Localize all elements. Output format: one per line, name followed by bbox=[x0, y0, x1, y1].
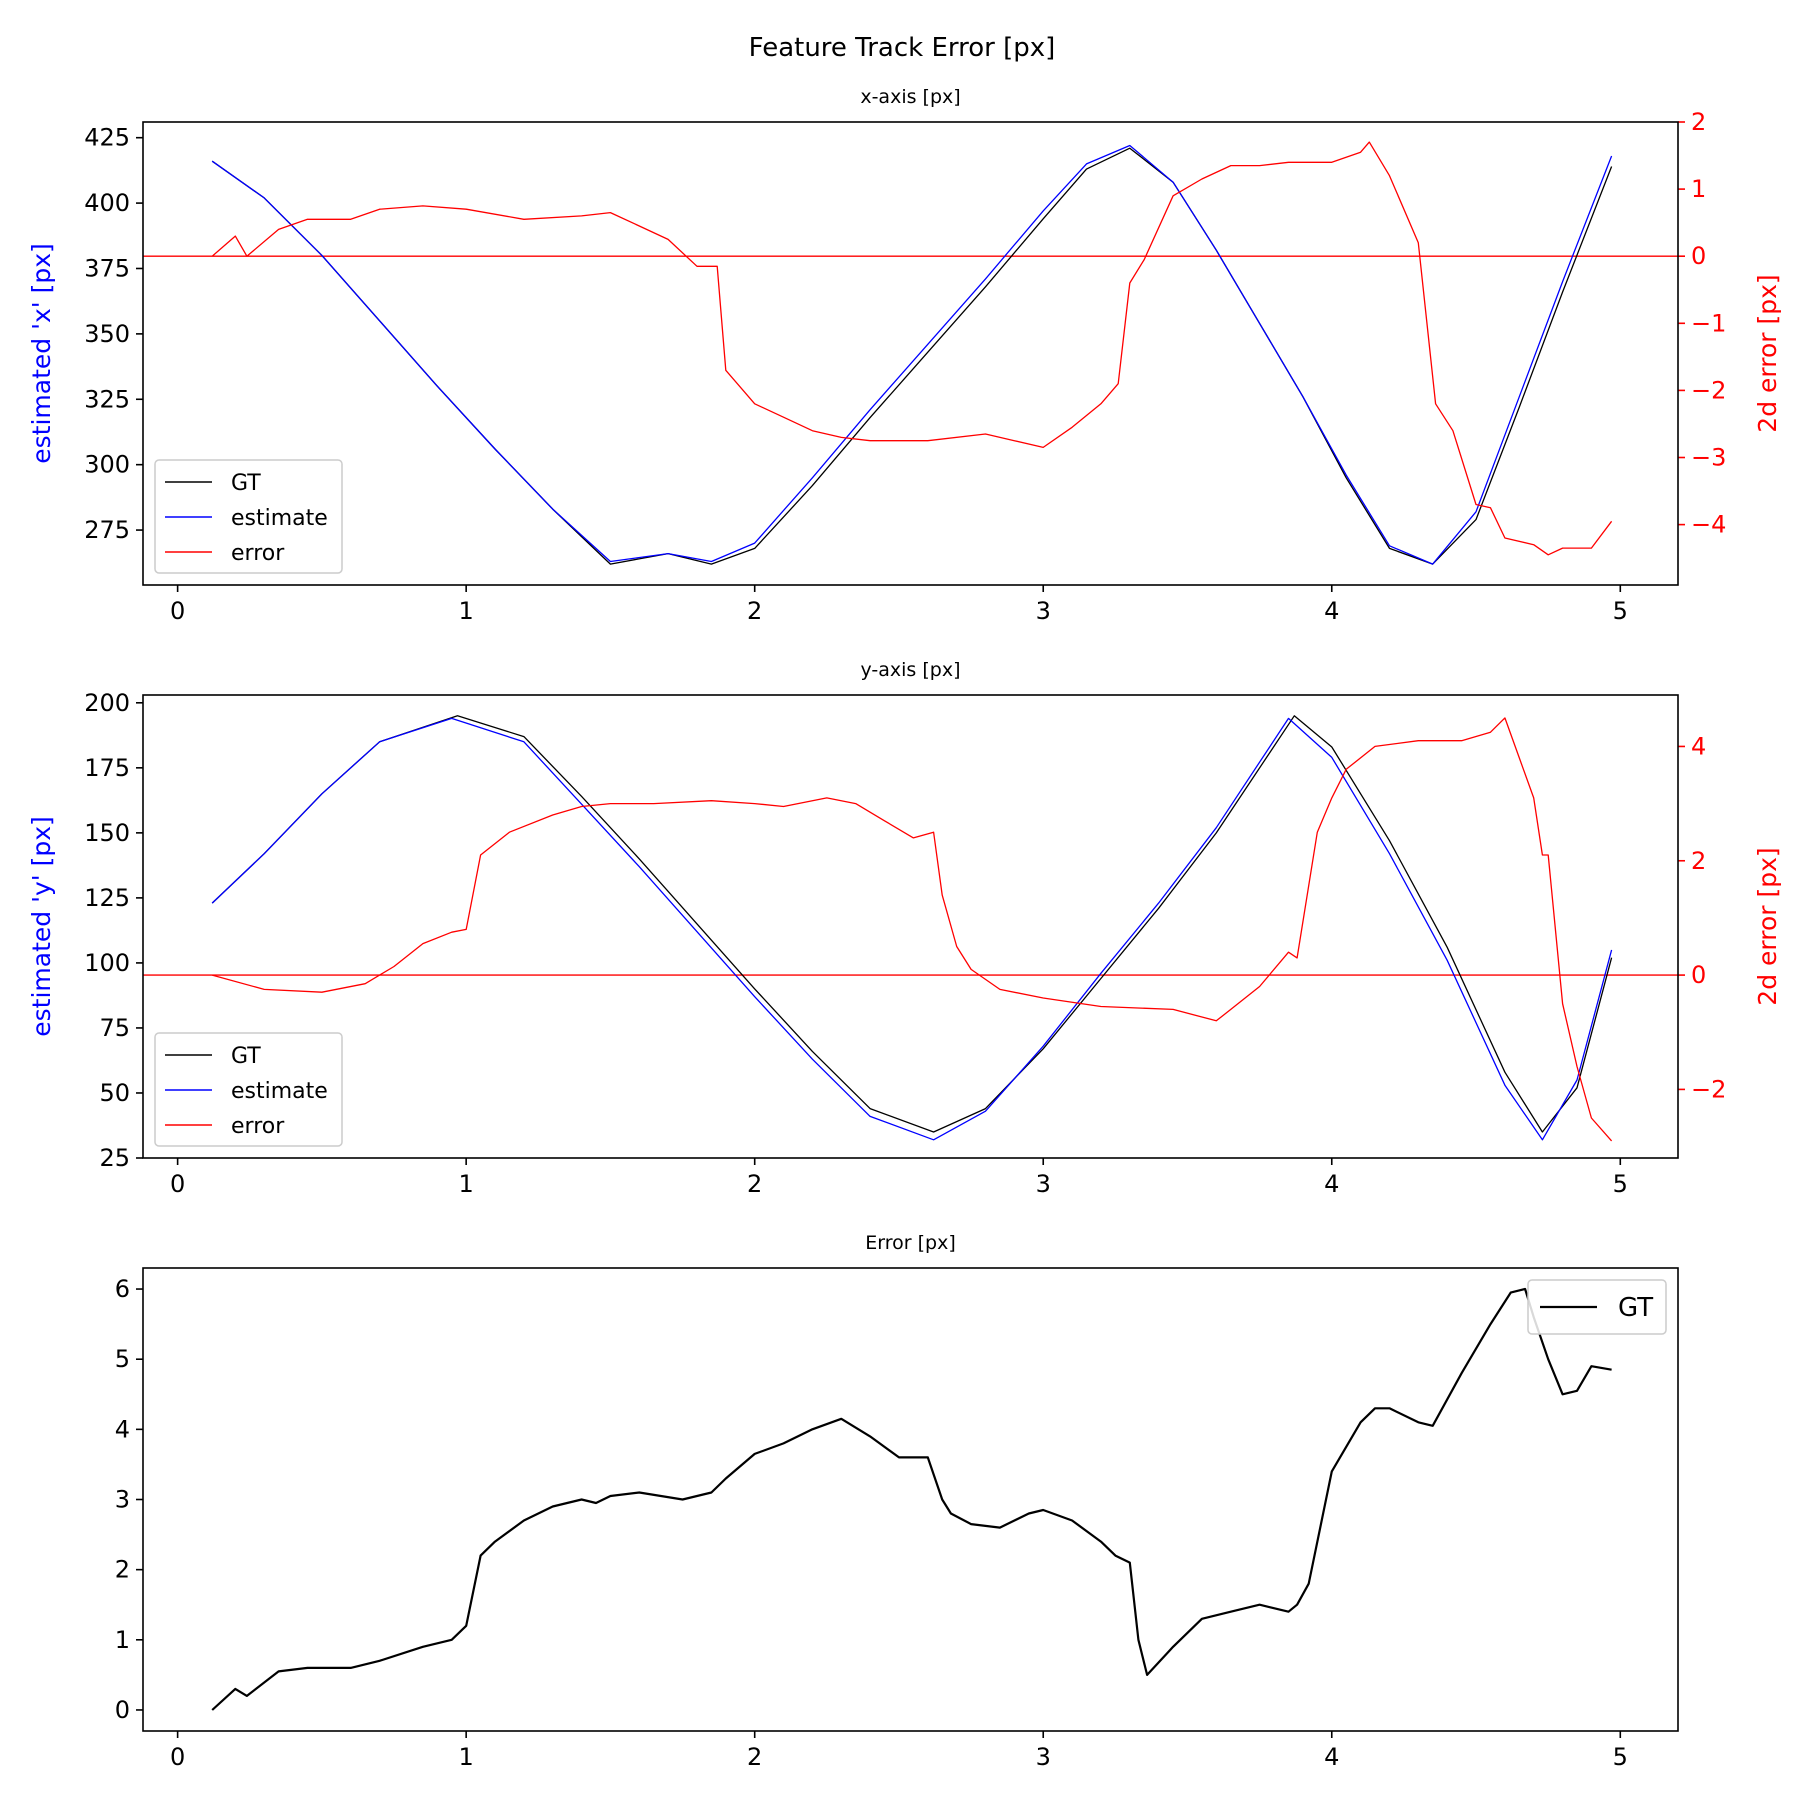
legend-label: error bbox=[231, 1114, 285, 1139]
plot-frame bbox=[142, 121, 1679, 586]
y-tick-label: 175 bbox=[84, 754, 130, 782]
y-tick-label: 25 bbox=[99, 1144, 130, 1172]
y2-axis-label: 2d error [px] bbox=[1753, 847, 1782, 1005]
y-tick-label: 3 bbox=[115, 1486, 130, 1514]
y-tick-label: 4 bbox=[115, 1415, 130, 1443]
x-tick-label: 3 bbox=[1036, 597, 1051, 625]
x-tick-label: 4 bbox=[1324, 597, 1339, 625]
x-tick-label: 0 bbox=[170, 1743, 185, 1771]
plot-frame bbox=[142, 694, 1679, 1159]
plot-frame bbox=[142, 1267, 1679, 1732]
y2-tick-label: 0 bbox=[1691, 961, 1706, 989]
x-tick-label: 5 bbox=[1613, 1743, 1628, 1771]
y2-tick-label: 4 bbox=[1691, 732, 1706, 760]
y-tick-label: 50 bbox=[99, 1079, 130, 1107]
y-tick-label: 375 bbox=[84, 254, 130, 282]
legend: GT estimate error bbox=[154, 1032, 343, 1147]
x-tick-label: 4 bbox=[1324, 1170, 1339, 1198]
subplot-title: Error [px] bbox=[865, 1232, 955, 1254]
y-tick-label: 5 bbox=[115, 1345, 130, 1373]
y-tick-label: 275 bbox=[84, 516, 130, 544]
y-tick-label: 100 bbox=[84, 949, 130, 977]
x-tick-label: 3 bbox=[1036, 1170, 1051, 1198]
y2-tick-label: −4 bbox=[1691, 511, 1726, 539]
y-tick-label: 125 bbox=[84, 884, 130, 912]
legend-box bbox=[154, 459, 343, 574]
y-tick-label: 1 bbox=[115, 1626, 130, 1654]
series-line-error bbox=[211, 141, 1613, 556]
legend-label: estimate bbox=[231, 506, 328, 531]
y2-tick-label: 0 bbox=[1691, 242, 1706, 270]
x-tick-label: 2 bbox=[747, 597, 762, 625]
y2-tick-label: −2 bbox=[1691, 376, 1726, 404]
subplot-title: x-axis [px] bbox=[860, 86, 960, 108]
x-tick-label: 4 bbox=[1324, 1743, 1339, 1771]
series-line-gt bbox=[211, 1287, 1612, 1711]
x-tick-label: 0 bbox=[170, 1170, 185, 1198]
subplot-1: x-axis [px] 0 1 2 3 4 5 275 300 325 350 375 400 425 −4… bbox=[27, 86, 1782, 625]
x-tick-label: 0 bbox=[170, 597, 185, 625]
y-tick-label: 425 bbox=[84, 124, 130, 152]
y2-tick-label: 2 bbox=[1691, 108, 1706, 136]
y-tick-label: 200 bbox=[84, 689, 130, 717]
y2-tick-label: −3 bbox=[1691, 444, 1726, 472]
subplot-title: y-axis [px] bbox=[860, 659, 960, 681]
y-tick-label: 75 bbox=[99, 1014, 130, 1042]
legend-label: estimate bbox=[231, 1079, 328, 1104]
y-axis-label: estimated 'y' [px] bbox=[27, 816, 56, 1036]
subplot-3: Error [px] 0 1 2 3 4 5 0 1 2 3 4 5 6 GT bbox=[115, 1232, 1679, 1771]
y2-tick-label: 2 bbox=[1691, 847, 1706, 875]
x-tick-label: 5 bbox=[1613, 597, 1628, 625]
subplots: x-axis [px]0 1 2 3 4 5275300325350375400425−4… bbox=[27, 86, 1782, 1771]
y2-tick-label: −2 bbox=[1691, 1075, 1726, 1103]
series-line-estimate bbox=[211, 717, 1613, 1141]
y-tick-label: 150 bbox=[84, 819, 130, 847]
series-line-error bbox=[212, 717, 1613, 1142]
y-axis-label: estimated 'x' [px] bbox=[27, 243, 56, 463]
series-line-gt bbox=[211, 715, 1613, 1133]
y2-tick-label: 1 bbox=[1691, 175, 1706, 203]
x-tick-label: 1 bbox=[459, 1743, 474, 1771]
x-tick-label: 2 bbox=[747, 1170, 762, 1198]
y-tick-label: 300 bbox=[84, 451, 130, 479]
legend: GT bbox=[1527, 1279, 1667, 1335]
x-tick-label: 1 bbox=[459, 597, 474, 625]
y2-tick-label: −1 bbox=[1691, 309, 1726, 337]
y-tick-label: 325 bbox=[84, 385, 130, 413]
y2-axis-label: 2d error [px] bbox=[1753, 274, 1782, 432]
x-tick-label: 5 bbox=[1613, 1170, 1628, 1198]
series-line-estimate bbox=[211, 144, 1613, 565]
subplot-2: y-axis [px] 0 1 2 3 4 5 25 50 75 100 125 150 175 200 −2… bbox=[27, 659, 1782, 1198]
x-tick-label: 2 bbox=[747, 1743, 762, 1771]
legend: GT estimate error bbox=[154, 459, 343, 574]
y-tick-label: 400 bbox=[84, 189, 130, 217]
legend-label: GT bbox=[1618, 1293, 1653, 1323]
y-tick-label: 0 bbox=[115, 1696, 130, 1724]
x-tick-label: 3 bbox=[1036, 1743, 1051, 1771]
y-tick-label: 2 bbox=[115, 1556, 130, 1584]
y-tick-label: 6 bbox=[115, 1275, 130, 1303]
legend-box bbox=[154, 1032, 343, 1147]
figure-title: Feature Track Error [px] bbox=[749, 33, 1056, 63]
x-tick-label: 1 bbox=[459, 1170, 474, 1198]
series-line-gt bbox=[211, 147, 1613, 565]
legend-label: GT bbox=[231, 1044, 261, 1069]
y-tick-label: 350 bbox=[84, 320, 130, 348]
legend-label: GT bbox=[231, 471, 261, 496]
legend-label: error bbox=[231, 541, 285, 566]
